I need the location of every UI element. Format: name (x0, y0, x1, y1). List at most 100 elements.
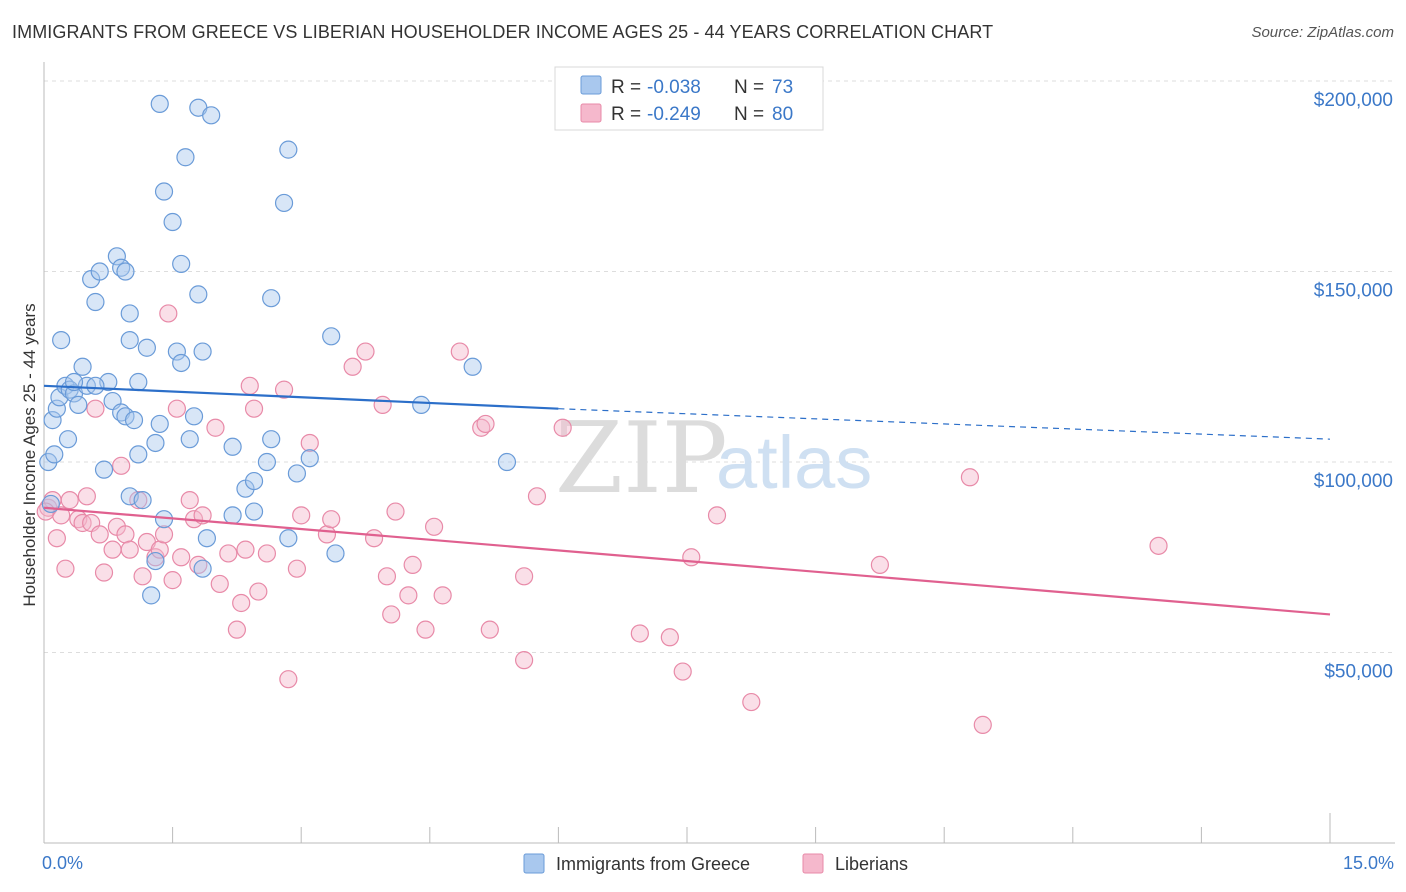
greece-point (193, 559, 212, 578)
correlation-legend: R = -0.038 N = 73 R = -0.249 N = 80 (554, 66, 824, 131)
greece-point (45, 445, 64, 464)
liberian-point (682, 548, 701, 567)
greece-point (69, 395, 88, 414)
greece-point (262, 430, 281, 449)
liberian-point (167, 399, 186, 418)
liberian-point (450, 342, 469, 361)
grid-lines (44, 80, 1395, 654)
liberian-point (373, 395, 392, 414)
greece-point (279, 529, 298, 548)
greece-point (94, 460, 114, 479)
greece-point (120, 304, 139, 323)
liberian-point (249, 582, 268, 601)
bottom-legend-label-liberians: Liberians (835, 854, 908, 874)
greece-point (176, 148, 195, 167)
y-tick-label: $50,000 (1324, 662, 1393, 683)
watermark: ZIP atlas (555, 402, 872, 516)
axes (43, 62, 1395, 844)
legend-n-label-1: N = (734, 77, 764, 98)
liberian-point (52, 506, 71, 525)
greece-point (197, 529, 216, 548)
greece-point (172, 254, 191, 274)
liberian-point (90, 525, 109, 544)
liberian-point (356, 342, 375, 361)
greece-point (412, 395, 431, 414)
greece-point (172, 353, 191, 373)
greece-point (90, 262, 109, 281)
greece-point (116, 262, 135, 281)
greece-point (86, 292, 105, 312)
liberian-point (180, 491, 199, 510)
liberian-point (172, 548, 191, 567)
liberian-point (553, 418, 572, 437)
greece-point (129, 372, 148, 392)
liberian-point (163, 571, 182, 590)
liberian-point (399, 586, 418, 605)
liberian-point (382, 605, 401, 624)
legend-n-label-2: N = (734, 104, 764, 125)
greece-point (184, 407, 204, 426)
liberian-point (279, 670, 298, 689)
liberian-point (292, 506, 311, 525)
liberian-point (480, 620, 499, 639)
greece-point (146, 433, 165, 453)
greece-point (124, 411, 144, 430)
greece-point (300, 449, 319, 468)
liberian-point (47, 529, 66, 548)
greece-point (326, 544, 345, 563)
legend-n-value-2: 80 (772, 104, 793, 125)
liberian-point (60, 491, 79, 510)
greece-point (322, 327, 341, 346)
greece-point (86, 376, 105, 395)
liberian-point (257, 544, 277, 563)
greece-point (223, 437, 242, 456)
liberian-point (973, 715, 992, 734)
liberian-point (377, 567, 397, 586)
legend-swatch-pink (580, 103, 602, 123)
greece-point (180, 430, 199, 449)
greece-point (107, 247, 126, 266)
liberian-point (476, 414, 495, 434)
greece-point (73, 357, 92, 376)
bottom-legend-label-greece: Immigrants from Greece (556, 854, 750, 874)
greece-point (497, 452, 517, 472)
liberian-point (742, 692, 761, 712)
liberian-point (707, 506, 727, 525)
x-tick-label-start: 0.0% (42, 853, 83, 873)
liberian-point (343, 357, 362, 376)
greece-point (137, 338, 156, 357)
greece-point (150, 94, 169, 114)
liberian-point (210, 574, 229, 594)
legend-r-value-2: -0.249 (647, 104, 701, 125)
greece-point (52, 331, 71, 350)
watermark-atlas: atlas (716, 421, 872, 504)
greece-point (50, 388, 69, 407)
y-axis-label: Householder Income Ages 25 - 44 years (20, 303, 39, 606)
legend-n-value-1: 73 (772, 77, 793, 98)
greece-point (58, 430, 78, 449)
y-tick-labels: $50,000 $100,000 $150,000 $200,000 (1314, 90, 1393, 682)
bottom-legend-swatch-liberians (802, 853, 824, 874)
y-tick-label: $200,000 (1314, 90, 1393, 111)
liberian-point (236, 540, 255, 559)
greece-point (167, 342, 186, 361)
series-legend: Immigrants from Greece Liberians (523, 853, 908, 874)
x-tick-label-end: 15.0% (1343, 853, 1394, 873)
liberian-point (56, 559, 75, 578)
greece-point (257, 452, 277, 472)
greece-point (244, 471, 264, 491)
liberian-point (1149, 536, 1168, 555)
greece-point (120, 331, 139, 350)
liberian-point (103, 540, 122, 559)
liberian-point (227, 620, 246, 639)
liberian-point (154, 525, 174, 544)
liberian-point (660, 628, 679, 647)
liberian-point (416, 620, 435, 639)
liberian-point (129, 491, 148, 510)
liberian-point (274, 380, 294, 399)
legend-r-label-1: R = (611, 77, 641, 98)
greece-point (193, 342, 212, 361)
liberian-point (94, 563, 114, 582)
liberian-point (317, 525, 337, 544)
